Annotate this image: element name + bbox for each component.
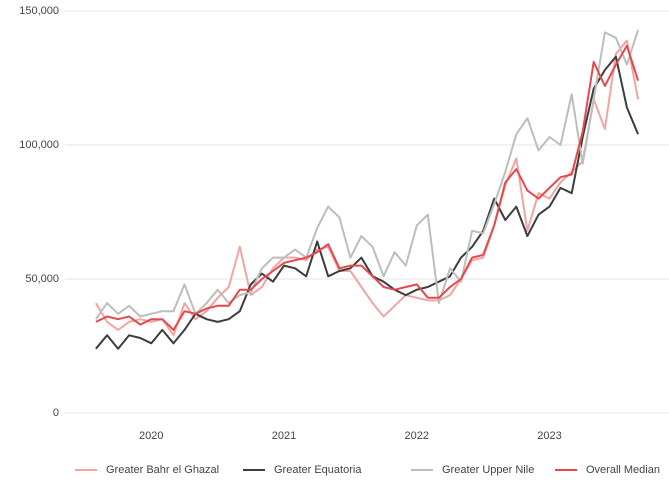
y-tick-label: 100,000 — [19, 139, 59, 151]
x-tick-label: 2020 — [139, 430, 163, 442]
x-tick-label: 2021 — [272, 430, 296, 442]
y-tick-label: 50,000 — [25, 273, 59, 285]
series-line — [95, 29, 640, 320]
legend-label: Greater Bahr el Ghazal — [106, 464, 219, 476]
y-tick-label: 150,000 — [19, 5, 59, 17]
series-line — [95, 39, 640, 337]
x-tick-label: 2022 — [405, 430, 429, 442]
legend-label: Greater Equatoria — [274, 464, 362, 476]
legend-label: Overall Median — [586, 464, 660, 476]
series-line — [95, 55, 640, 350]
legend-label: Greater Upper Nile — [442, 464, 534, 476]
series-line — [95, 44, 640, 331]
y-tick-label: 0 — [53, 407, 59, 419]
x-tick-label: 2023 — [537, 430, 561, 442]
